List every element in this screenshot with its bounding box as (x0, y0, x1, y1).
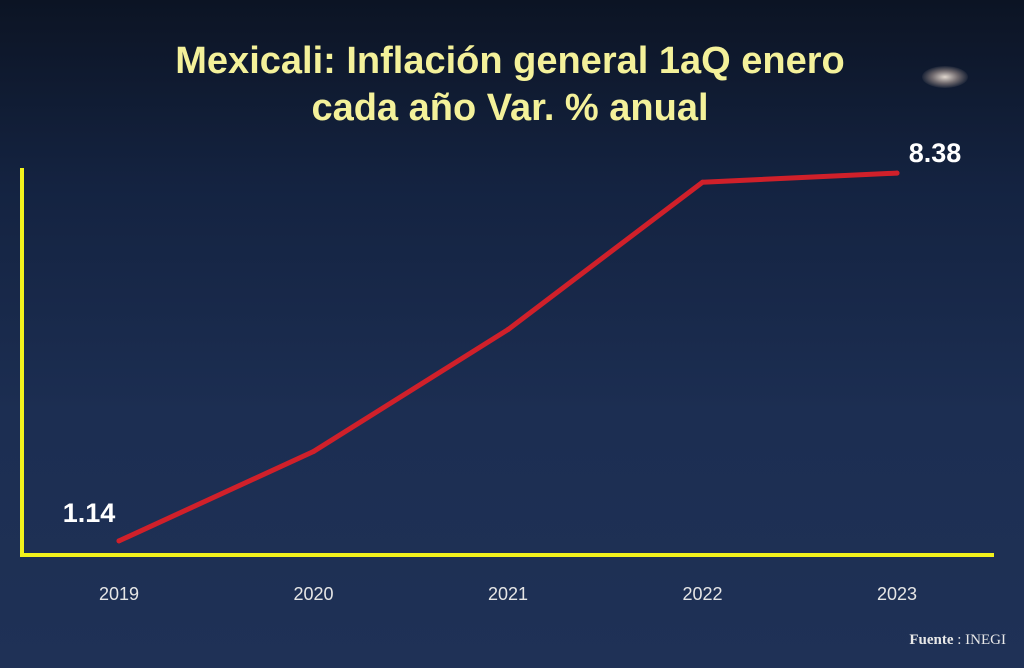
chart-title-line-1: Mexicali: Inflación general 1aQ enero (175, 40, 845, 82)
data-label-2023: 8.38 (909, 138, 962, 168)
series-layer (116, 170, 900, 544)
x-tick-label-2022: 2022 (682, 584, 722, 604)
data-point-2020 (311, 448, 316, 454)
data-labels: 1.14 8.38 (63, 138, 962, 528)
chart-title-line-2: cada año Var. % anual (311, 87, 709, 129)
data-point-2021 (505, 327, 511, 333)
decorative-glow (922, 66, 968, 88)
data-point-2023 (894, 170, 900, 176)
x-tick-label-2023: 2023 (877, 584, 917, 604)
x-tick-label-2021: 2021 (488, 584, 528, 604)
chart-title: Mexicali: Inflación general 1aQ enero ca… (100, 38, 920, 132)
x-tick-label-2020: 2020 (293, 584, 333, 604)
source-note: Fuente : INEGI (909, 632, 1006, 649)
data-label-2019: 1.14 (63, 498, 116, 528)
data-point-2019 (116, 538, 122, 544)
series-line (116, 170, 900, 544)
x-tick-label-2019: 2019 (99, 584, 139, 604)
source-value: INEGI (965, 632, 1006, 648)
source-separator: : (953, 632, 966, 648)
source-label: Fuente (909, 632, 954, 648)
data-point-2022 (700, 179, 705, 185)
chart-axes (20, 168, 994, 557)
x-tick-labels: 2019 2020 2021 2022 2023 (99, 584, 917, 604)
